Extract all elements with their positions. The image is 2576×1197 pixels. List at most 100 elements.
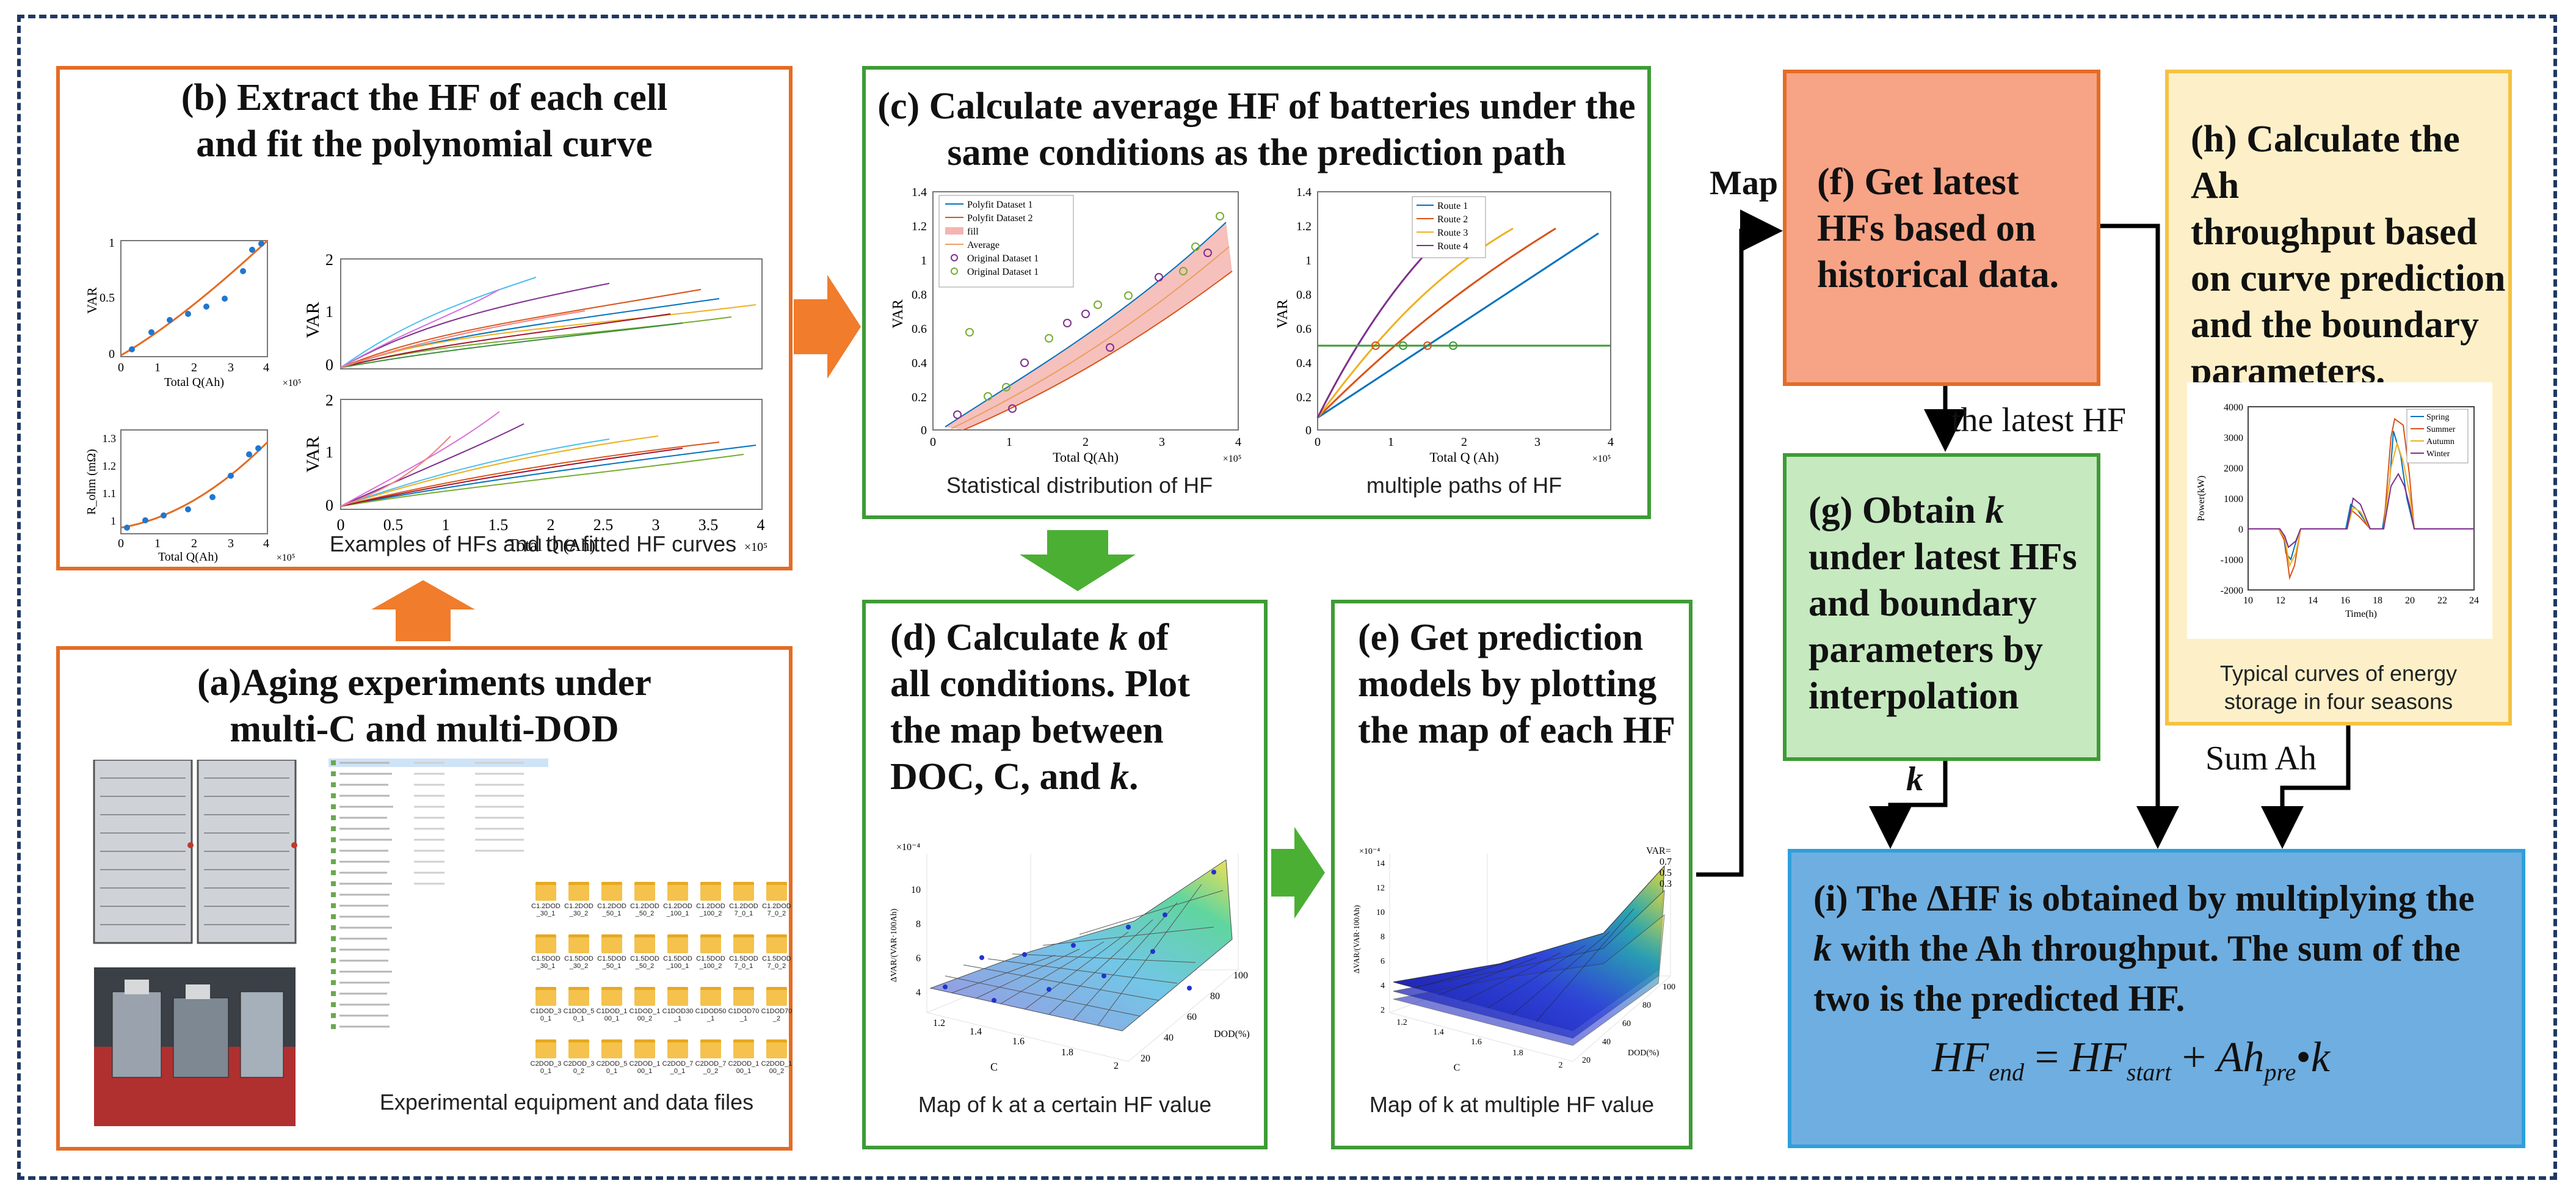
- data-points: [129, 241, 264, 352]
- panel-b-caption: Examples of HFs and the fitted HF curves: [329, 531, 737, 556]
- folder-icon: [634, 987, 655, 1006]
- folder-item[interactable]: C1.2DOD7_0_2: [761, 882, 793, 917]
- average-curve: [951, 246, 1230, 429]
- legend-item: Route 4: [1437, 241, 1468, 252]
- c-right-ytick: 1: [1305, 254, 1312, 267]
- panel-c-plots: VAR 1.4 1.2 1 0.8 0.6 0.4 0.2 0 0 1 2 3 …: [890, 186, 1614, 465]
- panel-g-title-line3: and boundary: [1809, 583, 2037, 624]
- folder-label: C1DOD70_2: [761, 1008, 793, 1022]
- d-xtick: 1.8: [1061, 1047, 1073, 1058]
- small-top-ytick: 1: [109, 236, 115, 250]
- folder-icon: [568, 1039, 589, 1058]
- d-xtick: 1.6: [1012, 1036, 1025, 1047]
- folder-label: C2DOD_7_0_2: [695, 1060, 727, 1075]
- folder-item[interactable]: C1.2DOD_100_1: [662, 882, 694, 917]
- folder-item[interactable]: C1.5DOD7_0_2: [761, 934, 793, 970]
- folder-item[interactable]: C1.2DOD_30_1: [530, 882, 562, 917]
- folder-label: C1.2DOD_50_1: [597, 903, 626, 917]
- small-top-xlabel: Total Q(Ah): [164, 376, 224, 389]
- folder-item[interactable]: C1DOD_100_1: [596, 987, 628, 1022]
- folder-item[interactable]: C2DOD_100_1: [728, 1039, 760, 1075]
- e-xtick: 1.8: [1512, 1049, 1523, 1058]
- d-ztick: 10: [911, 885, 921, 895]
- panel-i-line1: (i) The ΔHF is obtained by multiplying t…: [1813, 878, 2475, 919]
- h-xlabel: Time(h): [2345, 609, 2377, 619]
- panel-h-caption-line2: storage in four seasons: [2224, 689, 2453, 714]
- big-top-ytick: 1: [325, 303, 333, 321]
- folder-item[interactable]: C2DOD_7_0_1: [662, 1039, 694, 1075]
- panel-i-line3: two is the predicted HF.: [1813, 978, 2185, 1019]
- legend-item: Polyfit Dataset 1: [967, 200, 1033, 210]
- folder-item[interactable]: C1.5DOD_30_2: [563, 934, 595, 970]
- original-points: [953, 212, 1224, 419]
- folder-item[interactable]: C1.2DOD_50_2: [629, 882, 661, 917]
- small-bottom-ytick: 1: [111, 515, 116, 527]
- d-ytick: 20: [1141, 1053, 1150, 1064]
- folder-item[interactable]: C1DOD_30_1: [530, 987, 562, 1022]
- folder-label: C1.2DOD_50_2: [630, 903, 659, 917]
- e-xlabel: C: [1454, 1063, 1460, 1073]
- panel-c: (c) Calculate average HF of batteries un…: [862, 66, 1651, 519]
- folder-item[interactable]: C1.5DOD_30_1: [530, 934, 562, 970]
- folder-label: C1.2DOD_100_2: [696, 903, 725, 917]
- folder-icon: [766, 1039, 787, 1058]
- folder-item[interactable]: C1.5DOD_100_1: [662, 934, 694, 970]
- panel-d-title-line3: the map between: [890, 710, 1164, 751]
- folder-item[interactable]: C1DOD70_2: [761, 987, 793, 1022]
- e-xtick: 1.2: [1396, 1018, 1407, 1027]
- folder-label: C1.2DOD7_0_2: [762, 903, 791, 917]
- eq-k: k: [2310, 1034, 2330, 1081]
- folder-item[interactable]: C1DOD_50_1: [563, 987, 595, 1022]
- panel-c-title-line2: same conditions as the prediction path: [947, 132, 1566, 173]
- e-ztick: 10: [1376, 908, 1385, 917]
- folder-item[interactable]: C1.5DOD7_0_1: [728, 934, 760, 970]
- folder-icon: [634, 934, 655, 953]
- folder-item[interactable]: C1DOD50_1: [695, 987, 727, 1022]
- arrow-a-to-b: [371, 580, 475, 641]
- c-left-ytick: 0.6: [912, 322, 927, 336]
- folder-item[interactable]: C2DOD_30_2: [563, 1039, 595, 1075]
- h-ytick: 3000: [2224, 433, 2243, 443]
- folder-item[interactable]: C1DOD30_1: [662, 987, 694, 1022]
- fit-curve: [120, 441, 269, 529]
- label-map: Map: [1710, 164, 1778, 202]
- folder-item[interactable]: C1.5DOD_100_2: [695, 934, 727, 970]
- folder-item[interactable]: C2DOD_100_1: [629, 1039, 661, 1075]
- big-bottom-plot: VAR 2 1 0 0 0.5 1 1.5 2 2.5 3 3.5 4 Tota…: [303, 391, 767, 555]
- d-xlabel: C: [990, 1061, 998, 1073]
- folder-item[interactable]: C2DOD_50_1: [596, 1039, 628, 1075]
- legend-item: Route 2: [1437, 214, 1468, 225]
- folder-label: C1.2DOD7_0_1: [729, 903, 758, 917]
- big-bottom-ytick: 2: [325, 391, 333, 409]
- folder-label: C1DOD30_1: [662, 1008, 694, 1022]
- folder-icon: [601, 1039, 622, 1058]
- folder-item[interactable]: C1DOD70_1: [728, 987, 760, 1022]
- folder-label: C1.2DOD_100_1: [663, 903, 692, 917]
- folder-item[interactable]: C2DOD_100_2: [761, 1039, 793, 1075]
- folder-item[interactable]: C1.5DOD_50_2: [629, 934, 661, 970]
- arrow-d-to-e: [1271, 827, 1325, 919]
- small-bottom-ytick: 1.3: [103, 432, 117, 445]
- folder-item[interactable]: C1.2DOD7_0_1: [728, 882, 760, 917]
- folder-item[interactable]: C1.5DOD_50_1: [596, 934, 628, 970]
- panel-a-title: (a)Aging experiments under multi-C and m…: [60, 660, 789, 752]
- folder-item[interactable]: C2DOD_30_1: [530, 1039, 562, 1075]
- folder-item[interactable]: C1DOD_100_2: [629, 987, 661, 1022]
- big-bottom-xtick: 3.5: [698, 516, 719, 534]
- h-xtick: 20: [2405, 595, 2415, 606]
- folder-item[interactable]: C1.2DOD_50_1: [596, 882, 628, 917]
- season-curves: [2248, 418, 2474, 580]
- folder-icon: [601, 934, 622, 953]
- c-left-ytick: 1.2: [912, 220, 927, 233]
- legend-item: Original Dataset 1: [967, 253, 1039, 264]
- eq-plus: +: [2171, 1034, 2217, 1081]
- folder-item[interactable]: C2DOD_7_0_2: [695, 1039, 727, 1075]
- panel-h-caption: Typical curves of energy storage in four…: [2169, 660, 2508, 716]
- folder-label: C2DOD_100_1: [629, 1060, 661, 1075]
- fit-curve: [120, 239, 269, 357]
- folder-item[interactable]: C1.2DOD_100_2: [695, 882, 727, 917]
- eq-hf-2: HF: [2069, 1034, 2127, 1081]
- big-bottom-xtick: 1: [442, 516, 450, 534]
- small-bottom-plot: R_ohm (mΩ) 1.3 1.2 1.1 1 0 1 2 3 4 Total…: [85, 429, 295, 564]
- folder-item[interactable]: C1.2DOD_30_2: [563, 882, 595, 917]
